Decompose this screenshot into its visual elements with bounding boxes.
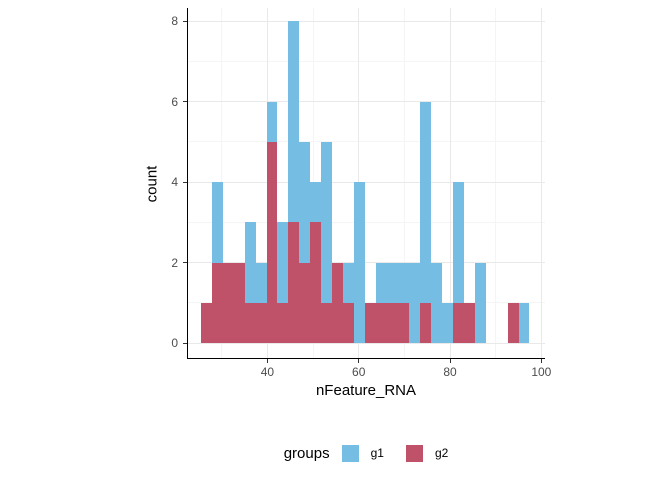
x-axis-title: nFeature_RNA (315, 382, 417, 399)
x-tick-mark (358, 359, 360, 363)
histogram-bar-g2 (222, 262, 234, 344)
histogram-bar-g2 (332, 262, 344, 344)
histogram-bar-g1 (441, 302, 453, 344)
histogram-bar-g2 (200, 302, 212, 344)
histogram-bar-g2 (463, 302, 475, 344)
histogram-bar-g2 (387, 302, 398, 344)
histogram-bar-g2 (321, 302, 333, 344)
y-tick-mark (183, 262, 187, 264)
histogram-bar-g1 (518, 302, 530, 344)
histogram-bar-g1 (288, 21, 300, 344)
x-tick-label: 60 (352, 365, 366, 379)
grid-major-horizontal (188, 101, 545, 103)
histogram-bar-g1 (277, 222, 289, 344)
histogram-bar-g1 (376, 262, 388, 344)
grid-major-vertical (540, 8, 542, 358)
grid-major-horizontal (188, 262, 545, 264)
y-tick-label: 8 (171, 14, 178, 29)
histogram-bar-g1 (398, 262, 409, 344)
y-tick-label: 6 (171, 94, 178, 109)
legend-swatch-g2 (405, 444, 423, 462)
histogram-bar-g1 (474, 262, 486, 344)
x-tick-label: 80 (443, 365, 457, 379)
legend: groups g1 g2 (187, 441, 545, 465)
x-tick-mark (449, 359, 451, 363)
histogram-bar-g2 (365, 302, 377, 344)
histogram-bar-g2 (211, 262, 223, 344)
histogram-bar-g2 (244, 302, 256, 344)
legend-swatch-g1 (341, 444, 359, 462)
grid-minor-horizontal (188, 221, 545, 223)
histogram-bar-g2 (507, 302, 519, 344)
grid-minor-vertical (495, 8, 497, 358)
histogram-bar-g1 (387, 262, 398, 344)
grid-minor-vertical (403, 8, 405, 358)
y-tick-mark (183, 101, 187, 103)
plot-panel (187, 8, 545, 359)
histogram-bar-g1 (299, 141, 311, 344)
y-tick-label: 0 (171, 336, 178, 351)
x-tick-label: 100 (531, 365, 552, 379)
histogram-bar-g1 (343, 262, 355, 344)
legend-title: groups (283, 444, 330, 462)
legend-label-g1: g1 (370, 446, 384, 460)
histogram-bar-g1 (408, 262, 420, 344)
grid-minor-horizontal (188, 141, 545, 143)
histogram-bar-g2 (277, 302, 289, 344)
grid-major-vertical (449, 8, 451, 358)
legend-item-g2: g2 (405, 444, 449, 462)
y-tick-mark (183, 342, 187, 344)
histogram-bar-g2 (288, 222, 300, 344)
histogram-bar-g2 (266, 141, 278, 344)
histogram-bar-g1 (452, 182, 464, 344)
y-tick-mark (183, 181, 187, 183)
grid-minor-horizontal (188, 61, 545, 62)
y-tick-mark (183, 20, 187, 22)
x-tick-label: 40 (260, 365, 275, 379)
grid-major-horizontal (188, 20, 545, 22)
y-tick-label: 4 (171, 175, 178, 190)
histogram-bar-g2 (343, 302, 355, 344)
histogram-bar-g1 (321, 141, 333, 344)
histogram-bar-g1 (419, 101, 431, 344)
histogram-bar-g1 (244, 222, 256, 344)
histogram-bar-g2 (452, 302, 464, 344)
legend-label-g2: g2 (434, 446, 449, 460)
x-tick-mark (540, 359, 542, 363)
grid-major-horizontal (188, 342, 545, 344)
histogram-bar-g2 (376, 302, 388, 344)
histogram-bar-g2 (255, 302, 267, 344)
legend-item-g1: g1 (341, 444, 384, 462)
histogram-bar-g2 (310, 222, 322, 344)
histogram-bar-g1 (354, 182, 366, 344)
y-tick-label: 2 (171, 255, 178, 270)
histogram-bar-g2 (398, 302, 409, 344)
grid-major-horizontal (188, 181, 545, 183)
histogram-bar-g1 (430, 262, 442, 344)
x-tick-mark (266, 359, 268, 363)
histogram-bar-g2 (233, 262, 245, 344)
histogram-bar-g1 (255, 262, 267, 344)
histogram-bar-g2 (299, 262, 311, 344)
histogram-bar-g2 (419, 302, 431, 344)
